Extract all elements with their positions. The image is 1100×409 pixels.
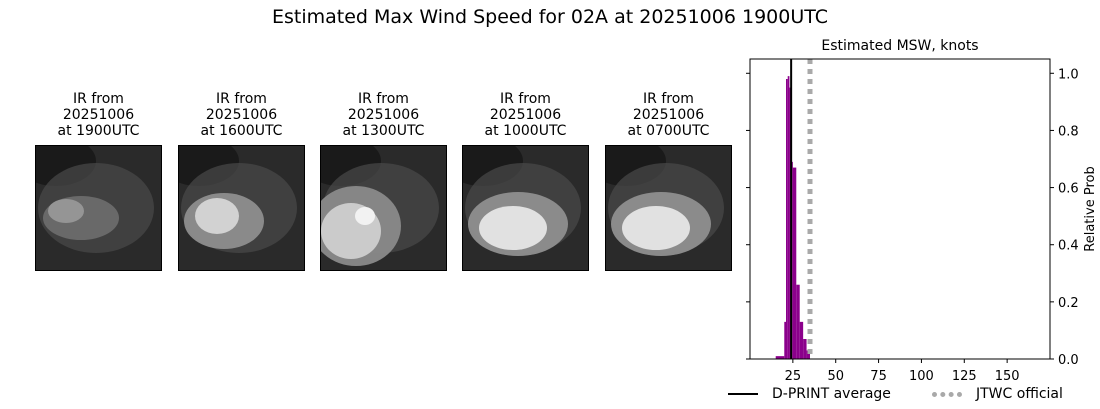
x-tick-label: 150 bbox=[995, 369, 1020, 384]
histogram-bar bbox=[784, 321, 786, 359]
y-tick-label: 0.4 bbox=[1058, 239, 1079, 254]
ir-caption: IR from 20251006 at 1300UTC bbox=[320, 91, 447, 145]
legend: D-PRINT average JTWC official bbox=[728, 386, 1088, 408]
legend-dprint-swatch bbox=[728, 393, 758, 395]
ir-caption-line2: 20251006 bbox=[347, 107, 420, 123]
histogram-bar bbox=[775, 356, 785, 359]
ir-image bbox=[605, 145, 732, 271]
ir-caption-line3: at 1900UTC bbox=[57, 123, 140, 139]
legend-jtwc-swatch bbox=[932, 391, 962, 397]
histogram-bar bbox=[799, 321, 804, 359]
histogram-bar bbox=[792, 167, 797, 359]
main-title: Estimated Max Wind Speed for 02A at 2025… bbox=[271, 6, 828, 28]
ir-caption-line3: at 1600UTC bbox=[200, 123, 283, 139]
ir-caption: IR from 20251006 at 1900UTC bbox=[35, 91, 162, 145]
ir-image bbox=[320, 145, 447, 271]
ir-caption-line1: IR from bbox=[500, 91, 551, 107]
histogram-bar bbox=[786, 79, 788, 359]
y-tick-label: 1.0 bbox=[1058, 67, 1079, 82]
ir-panel: IR from 20251006 at 1000UTC bbox=[462, 91, 589, 271]
ir-caption-line2: 20251006 bbox=[62, 107, 135, 123]
ir-panel: IR from 20251006 at 1600UTC bbox=[178, 91, 305, 271]
ir-image bbox=[35, 145, 162, 271]
x-tick-label: 25 bbox=[785, 369, 802, 384]
legend-dprint: D-PRINT average bbox=[728, 386, 891, 402]
y-tick-label: 0.6 bbox=[1058, 182, 1079, 197]
legend-jtwc-label: JTWC official bbox=[976, 386, 1063, 402]
ir-caption-line2: 20251006 bbox=[489, 107, 562, 123]
plot-frame bbox=[749, 58, 1051, 360]
x-tick-label: 75 bbox=[870, 369, 887, 384]
histogram-bar bbox=[803, 339, 807, 359]
ir-caption-line1: IR from bbox=[73, 91, 124, 107]
ir-caption-line2: 20251006 bbox=[632, 107, 705, 123]
y-tick-label: 0.8 bbox=[1058, 124, 1079, 139]
x-tick-label: 50 bbox=[827, 369, 844, 384]
ir-caption: IR from 20251006 at 1600UTC bbox=[178, 91, 305, 145]
x-tick-label: 125 bbox=[952, 369, 977, 384]
ir-panel: IR from 20251006 at 1900UTC bbox=[35, 91, 162, 271]
ir-caption-line3: at 1300UTC bbox=[342, 123, 425, 139]
histogram-bar bbox=[787, 76, 790, 360]
y-tick-label: 0.0 bbox=[1058, 353, 1079, 368]
ir-caption-line3: at 1000UTC bbox=[484, 123, 567, 139]
legend-dprint-label: D-PRINT average bbox=[772, 386, 891, 402]
ir-caption-line3: at 0700UTC bbox=[627, 123, 710, 139]
ir-panel: IR from 20251006 at 0700UTC bbox=[605, 91, 732, 271]
ir-caption-line2: 20251006 bbox=[205, 107, 278, 123]
histogram-bar bbox=[806, 350, 810, 359]
histogram-bar bbox=[796, 284, 800, 359]
ir-caption-line1: IR from bbox=[216, 91, 267, 107]
legend-jtwc: JTWC official bbox=[932, 386, 1063, 402]
ir-caption: IR from 20251006 at 0700UTC bbox=[605, 91, 732, 145]
chart-title: Estimated MSW, knots bbox=[821, 38, 978, 54]
ir-caption-line1: IR from bbox=[643, 91, 694, 107]
x-tick-label: 100 bbox=[909, 369, 934, 384]
y-axis-label: Relative Prob bbox=[1083, 166, 1098, 251]
ir-panel: IR from 20251006 at 1300UTC bbox=[320, 91, 447, 271]
ir-image bbox=[462, 145, 589, 271]
ir-caption-line1: IR from bbox=[358, 91, 409, 107]
ir-image bbox=[178, 145, 305, 271]
y-tick-label: 0.2 bbox=[1058, 296, 1079, 311]
ir-caption: IR from 20251006 at 1000UTC bbox=[462, 91, 589, 145]
